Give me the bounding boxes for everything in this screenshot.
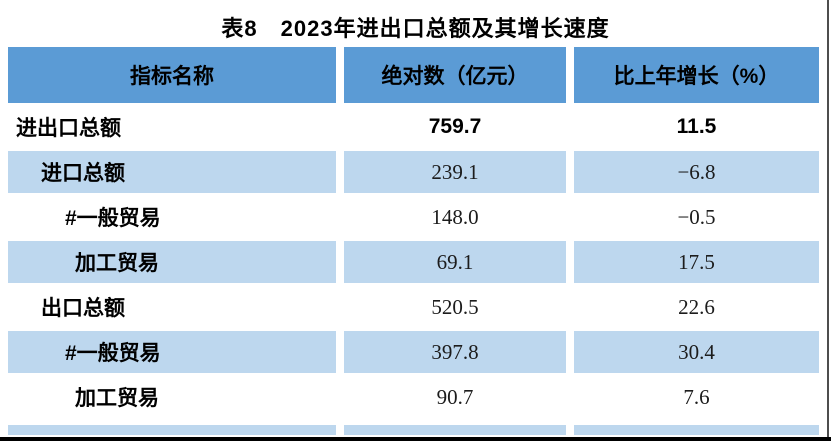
absolute-value-cell: 239.1 [344,151,566,193]
growth-value-cell: 30.4 [574,331,819,373]
clipped-partial-row [8,425,819,435]
header-growth-rate: 比上年增长（%） [574,47,819,103]
indicator-name-cell: 出口总额 [41,297,125,320]
indicator-name-cell: 加工贸易 [75,387,159,410]
indicator-name-cell: #一般贸易 [8,331,336,373]
indicator-name-cell: 加工贸易 [8,241,336,283]
indicator-name-cell: 进出口总额 [16,117,121,140]
table-body: 进出口总额 759.7 11.5 进口总额 239.1 −6.8 #一般贸易 148.0 −0.… [8,103,819,421]
clipped-cell [8,425,336,435]
table-row: #一般贸易 397.8 30.4 [8,331,819,373]
page-right-edge-line [827,0,829,441]
growth-value-cell: −0.5 [677,204,716,229]
table-row: 进出口总额 759.7 11.5 [8,103,819,151]
absolute-value-cell: 90.7 [436,384,474,409]
growth-value-cell: 17.5 [574,241,819,283]
growth-value-cell: −6.8 [574,151,819,193]
statistics-table: 指标名称 绝对数（亿元） 比上年增长（%） 进出口总额 759.7 11.5 进口总额… [8,47,819,435]
absolute-value-cell: 520.5 [431,294,479,319]
growth-value-cell: 22.6 [678,294,715,319]
header-absolute-value: 绝对数（亿元） [344,47,566,103]
header-indicator-name: 指标名称 [8,47,336,103]
indicator-name-cell: 进口总额 [8,151,336,193]
clipped-cell [574,425,819,435]
table-row: 加工贸易 69.1 17.5 [8,241,819,283]
table-row: #一般贸易 148.0 −0.5 [8,193,819,241]
absolute-value-cell: 397.8 [344,331,566,373]
growth-value-cell: 7.6 [683,384,710,409]
absolute-value-cell: 148.0 [431,204,479,229]
absolute-value-cell: 759.7 [428,115,482,138]
table-row: 加工贸易 90.7 7.6 [8,373,819,421]
clipped-cell [344,425,566,435]
table-row: 进口总额 239.1 −6.8 [8,151,819,193]
table-title: 表8 2023年进出口总额及其增长速度 [221,16,610,41]
table-header-row: 指标名称 绝对数（亿元） 比上年增长（%） [8,47,819,103]
growth-value-cell: 11.5 [676,115,717,138]
table-row: 出口总额 520.5 22.6 [8,283,819,331]
absolute-value-cell: 69.1 [344,241,566,283]
page-bottom-rule [0,437,831,441]
indicator-name-cell: #一般贸易 [65,207,161,230]
